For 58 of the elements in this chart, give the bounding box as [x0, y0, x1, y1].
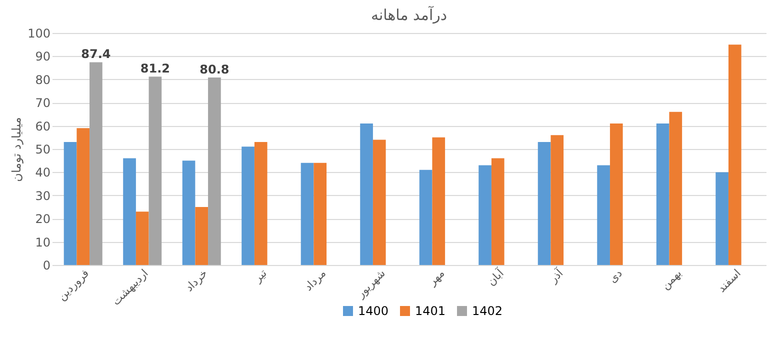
bar [372, 140, 386, 265]
bar [360, 123, 373, 265]
x-tick-label: اسفند [715, 266, 744, 296]
x-tick-label: آذر [546, 265, 566, 286]
x-tick-label: بهمن [658, 266, 684, 292]
x-tick-label: تیر [250, 266, 270, 286]
x-tick-label: اردیبهشت [110, 266, 151, 308]
y-axis-title: میلیارد تومان [10, 117, 24, 182]
data-label: 80.8 [200, 62, 230, 77]
y-tick-label: 70 [35, 96, 50, 110]
legend-label: 1401 [415, 304, 446, 318]
bar [419, 170, 432, 265]
data-label: 81.2 [140, 62, 170, 76]
y-tick-label: 100 [28, 26, 50, 40]
bar [432, 137, 446, 265]
bar [669, 112, 682, 265]
bar [208, 78, 221, 265]
legend-label: 1402 [472, 304, 503, 318]
y-tick-label: 60 [35, 119, 50, 134]
bar [76, 128, 90, 265]
bar [314, 162, 327, 265]
bar [550, 135, 564, 265]
y-tick-label: 0 [42, 258, 50, 272]
y-tick-label: 90 [35, 50, 50, 64]
bar [538, 142, 551, 265]
legend-label: 1400 [358, 304, 389, 318]
bar [597, 165, 610, 265]
y-tick-label: 10 [35, 235, 50, 250]
bar [478, 165, 492, 265]
bar [64, 142, 77, 265]
bar [491, 158, 504, 265]
x-tick-label: مهر [425, 266, 448, 289]
bar [716, 172, 728, 265]
data-label: 87.4 [81, 47, 111, 62]
bar [610, 123, 623, 265]
bar [136, 212, 149, 265]
bar [656, 123, 670, 265]
bar [195, 207, 208, 265]
bar [90, 62, 102, 265]
bar [148, 76, 162, 265]
bar [182, 160, 196, 265]
x-tick-label: خرداد [182, 266, 210, 294]
x-tick-label: مرداد [302, 266, 329, 294]
bar [242, 146, 254, 265]
x-tick-label: شهریور [354, 266, 388, 302]
x-tick-label: فروردین [55, 266, 92, 304]
y-tick-label: 40 [35, 166, 50, 180]
bar [123, 158, 136, 265]
y-tick-label: 80 [35, 72, 50, 87]
x-tick-label: دی [606, 266, 625, 286]
x-tick-label: آبان [484, 265, 508, 288]
y-tick-label: 30 [35, 188, 50, 203]
chart-title: درآمد ماهانه [370, 5, 448, 24]
bar [254, 142, 268, 265]
y-tick-label: 50 [35, 142, 50, 156]
bar [300, 162, 314, 265]
bar [728, 44, 742, 265]
y-tick-label: 20 [35, 212, 50, 226]
